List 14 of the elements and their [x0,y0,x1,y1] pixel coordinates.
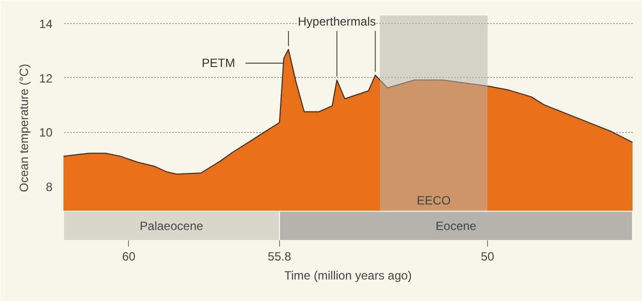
annotation: PETM [202,56,236,70]
y-tick-label: 14 [39,17,53,32]
band-label: EECO [416,193,451,208]
y-tick-label: 10 [39,126,53,140]
x-tick-label: 55.8 [268,250,292,264]
annotation: Hyperthermals [298,14,376,28]
x-tick-label: 50 [480,250,495,264]
x-tick-label: 60 [122,250,136,264]
y-tick-label: 12 [39,71,53,86]
y-tick-label: 8 [46,180,53,194]
y-axis-title: Ocean temperature (°C) [17,64,32,192]
band-label: Eocene [436,218,477,233]
band-label: Palaeocene [140,218,204,233]
x-axis-title: Time (million years ago) [284,268,412,282]
